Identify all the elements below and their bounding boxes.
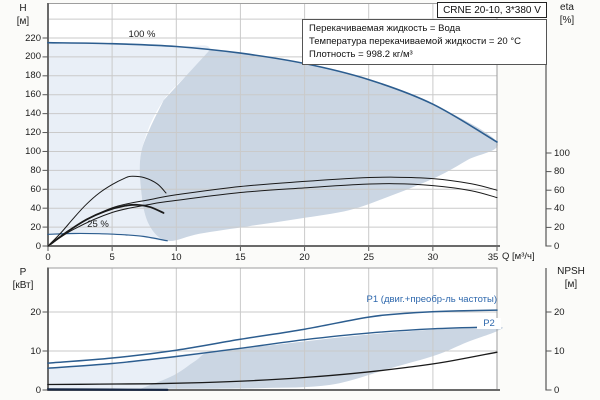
eta-tick-0: 0 xyxy=(554,240,560,252)
p1-curve-label: P1 (двиг.+преобр-ль частоты) xyxy=(366,294,497,305)
head-axis-unit: [м] xyxy=(16,16,30,27)
info-liquid: Перекачиваемая жидкость = Вода xyxy=(309,23,461,34)
speed-100-label: 100 % xyxy=(128,29,156,40)
efficiency-axis-unit: [%] xyxy=(559,15,575,26)
curve-P1 xyxy=(47,309,498,364)
p-tick-0: 0 xyxy=(35,384,41,396)
eta-tick-100: 100 xyxy=(554,147,570,159)
h-tick-20: 20 xyxy=(30,221,41,233)
eta-tick-80: 80 xyxy=(554,166,565,178)
power-axis-label: P [кВт] xyxy=(6,266,40,292)
curve-duty_arc xyxy=(49,203,165,245)
eta-tick-20: 20 xyxy=(554,221,565,233)
h-tick-120: 120 xyxy=(25,127,41,139)
h-tick-140: 140 xyxy=(25,108,41,120)
eta-tick-40: 40 xyxy=(554,203,565,215)
flow-axis-label: Q [м³/ч] xyxy=(502,251,535,262)
npsh-axis-unit: [м] xyxy=(564,279,578,290)
info-temperature: Температура перекачиваемой жидкости = 20… xyxy=(309,36,521,47)
speed-25-label: 25 % xyxy=(87,219,109,230)
h-tick-0: 0 xyxy=(35,240,41,252)
curve-H_100pct xyxy=(47,41,498,143)
efficiency-axis-name: eta xyxy=(560,2,574,13)
h-tick-200: 200 xyxy=(25,51,41,63)
q-tick-30: 30 xyxy=(427,251,439,263)
curve-NPSH xyxy=(47,351,498,386)
npsh-tick-0: 0 xyxy=(554,384,560,396)
efficiency-axis-label: eta [%] xyxy=(548,1,586,27)
h-tick-80: 80 xyxy=(30,164,41,176)
p2-curve-label: P2 xyxy=(477,318,501,329)
head-axis-label: H [м] xyxy=(6,2,40,28)
liquid-info-box: Перекачиваемая жидкость = Вода Температу… xyxy=(302,19,547,65)
q-tick-15: 15 xyxy=(235,251,246,263)
info-density: Плотность = 998.2 кг/м³ xyxy=(309,49,413,60)
region-envelope_dark xyxy=(140,326,504,389)
h-tick-220: 220 xyxy=(25,32,41,44)
p-tick-10: 10 xyxy=(30,345,41,357)
p-tick-20: 20 xyxy=(30,306,41,318)
power-axis-name: P xyxy=(19,267,27,278)
h-tick-100: 100 xyxy=(25,145,41,157)
curve-eta_25pct_arc xyxy=(47,175,167,247)
eta-tick-60: 60 xyxy=(554,184,565,196)
npsh-tick-20: 20 xyxy=(554,306,565,318)
power-axis-unit: [кВт] xyxy=(12,280,34,291)
npsh-axis-label: NPSH [м] xyxy=(548,265,594,291)
q-tick-35: 35 xyxy=(487,251,499,263)
head-axis-name: H xyxy=(19,3,27,14)
curve-P2 xyxy=(47,326,498,369)
region-envelope_light xyxy=(48,350,216,390)
h-tick-60: 60 xyxy=(30,183,41,195)
npsh-axis-name: NPSH xyxy=(557,266,585,277)
q-tick-20: 20 xyxy=(299,251,310,263)
curve-eta_pump xyxy=(47,183,498,247)
q-tick-0: 0 xyxy=(45,251,51,263)
q-tick-10: 10 xyxy=(170,251,182,263)
q-tick-5: 5 xyxy=(109,251,115,263)
h-tick-180: 180 xyxy=(25,70,41,82)
pump-type-title-box: CRNE 20-10, 3*380 V xyxy=(437,2,547,18)
h-tick-40: 40 xyxy=(30,202,41,214)
q-tick-25: 25 xyxy=(363,251,374,263)
h-tick-160: 160 xyxy=(25,89,41,101)
curve-H_25pct xyxy=(47,232,168,242)
npsh-tick-10: 10 xyxy=(554,345,565,357)
region-envelope_light xyxy=(48,42,210,242)
